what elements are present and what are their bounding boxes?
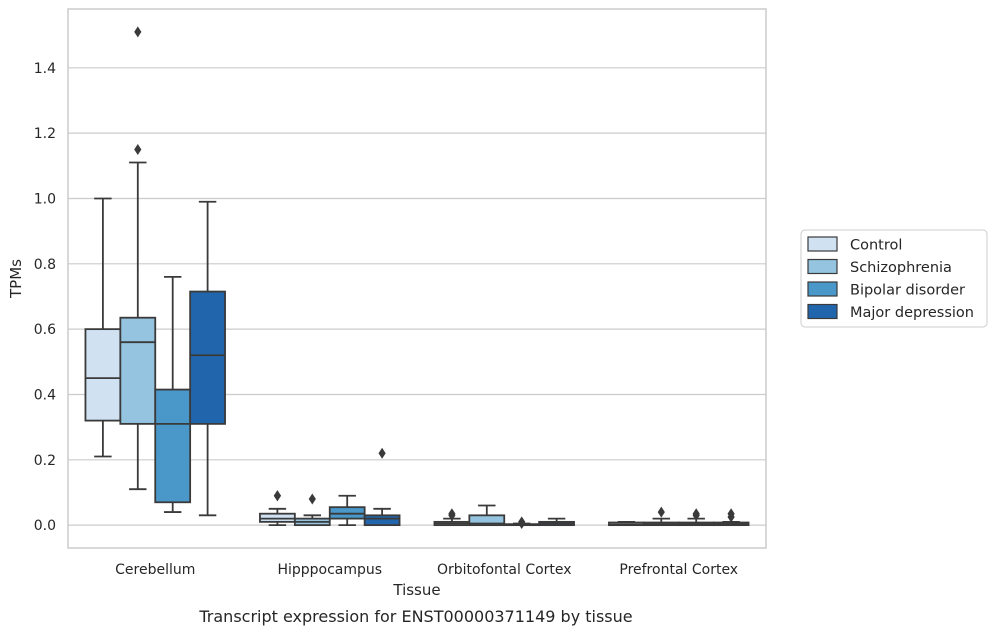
box-orbitofontal-cortex-schizophrenia [468, 504, 506, 527]
y-tick-label: 0.8 [34, 257, 56, 273]
x-tick-label: Hipppocampus [277, 562, 382, 578]
y-axis-label: TPMs [7, 259, 25, 299]
legend-swatch [807, 281, 838, 297]
legend-swatch [807, 303, 838, 320]
box-cerebellum-major-depression [189, 200, 226, 517]
legend-label: Major depression [850, 305, 974, 321]
x-tick-labels: Cerebellum Hipppocampus Orbitofontal Corte… [115, 562, 738, 578]
outlier-point [273, 490, 281, 502]
x-tick-label: Prefrontal Cortex [619, 562, 738, 578]
legend-item: Major depression [807, 303, 974, 321]
box-iqr [363, 514, 401, 527]
x-tick-label: Cerebellum [115, 562, 195, 578]
outlier-point [308, 493, 316, 505]
legend-swatch [807, 236, 838, 252]
box-orbitofontal-cortex-major-depression [538, 517, 575, 527]
box-iqr [468, 514, 506, 527]
box-prefrontal-cortex-schizophrenia [642, 506, 680, 527]
box-prefrontal-cortex-control [608, 520, 645, 527]
box-orbitofontal-cortex-control [433, 508, 471, 527]
x-tick-label: Orbitofontal Cortex [437, 562, 572, 578]
y-tick-labels: 0.0 0.2 0.4 0.6 0.8 1.0 1.2 1.4 [34, 61, 56, 534]
outlier-point [448, 509, 456, 521]
outlier-point [657, 506, 665, 518]
box-iqr [154, 388, 192, 504]
legend: Control Schizophrenia Bipolar disorder Majo… [800, 229, 988, 328]
box-prefrontal-cortex-bipolar-disorder [677, 508, 715, 527]
box-hipppocampus-control [259, 490, 296, 527]
y-tick-label: 0.0 [34, 518, 56, 534]
outlier-point [134, 26, 142, 38]
x-axis-label: Tissue [392, 581, 440, 599]
legend-label: Schizophrenia [850, 260, 952, 276]
outlier-point [134, 143, 142, 155]
outlier-point [518, 518, 526, 529]
y-tick-label: 0.2 [34, 453, 56, 469]
box-orbitofontal-cortex-bipolar-disorder [503, 516, 541, 529]
box-hipppocampus-bipolar-disorder [328, 494, 366, 527]
box-hipppocampus-schizophrenia [293, 493, 331, 527]
chart-caption: Transcript expression for ENST0000037114… [198, 607, 632, 626]
box-cerebellum-control [84, 197, 122, 458]
outlier-point [727, 511, 735, 523]
box-hipppocampus-major-depression [363, 447, 401, 527]
box-cerebellum-schizophrenia [119, 26, 157, 491]
legend-swatch [807, 258, 838, 275]
legend-item: Control [807, 236, 902, 254]
outlier-point [692, 509, 700, 521]
box-iqr [119, 316, 157, 425]
legend-label: Control [850, 238, 902, 254]
legend-item: Bipolar disorder [807, 281, 965, 299]
y-tick-label: 0.6 [34, 322, 56, 338]
y-tick-label: 0.4 [34, 387, 56, 403]
legend-item: Schizophrenia [807, 258, 952, 276]
box-iqr [189, 290, 226, 425]
plot-frame [67, 8, 767, 549]
box-iqr [84, 328, 122, 422]
box-prefrontal-cortex-major-depression [712, 508, 750, 527]
y-tick-label: 1.4 [34, 61, 56, 77]
y-tick-label: 1.2 [34, 126, 56, 142]
box-cerebellum-bipolar-disorder [154, 275, 192, 513]
box-groups [84, 26, 750, 529]
legend-label: Bipolar disorder [850, 283, 965, 299]
legend-frame [800, 229, 988, 328]
outlier-point [378, 447, 386, 459]
y-tick-label: 1.0 [34, 191, 56, 207]
